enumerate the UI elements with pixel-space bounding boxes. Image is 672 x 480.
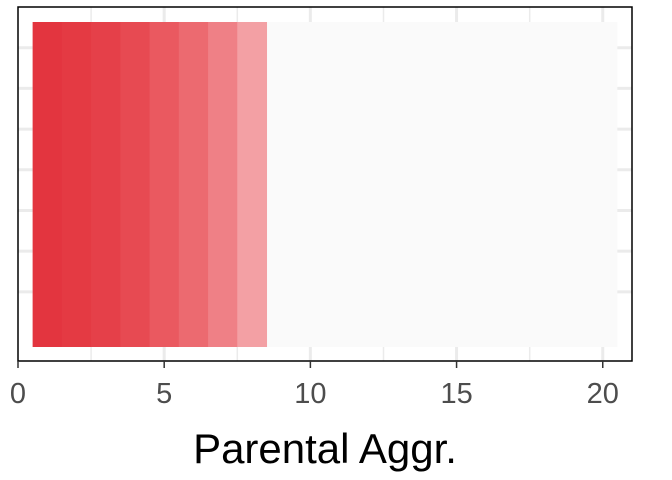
bar-segment-3	[91, 22, 121, 347]
bar-segment-6	[178, 22, 209, 347]
x-tick-label: 0	[10, 378, 26, 410]
bar-segment-7	[208, 22, 238, 347]
bar-segment-1	[32, 22, 63, 347]
bar-segment-4	[120, 22, 151, 347]
x-axis-title: Parental Aggr.	[193, 425, 457, 472]
bar-segment-8	[237, 22, 268, 347]
x-tick-label: 10	[294, 378, 326, 410]
x-axis-ticks: 0 5 10 15 20	[10, 361, 619, 410]
x-tick-label: 20	[587, 378, 619, 410]
bar-segments	[32, 22, 268, 347]
panel-border	[17, 6, 633, 362]
x-tick-label: 15	[440, 378, 472, 410]
bar-segment-5	[149, 22, 180, 347]
x-tick-label: 5	[156, 378, 172, 410]
bar-segment-2	[61, 22, 92, 347]
